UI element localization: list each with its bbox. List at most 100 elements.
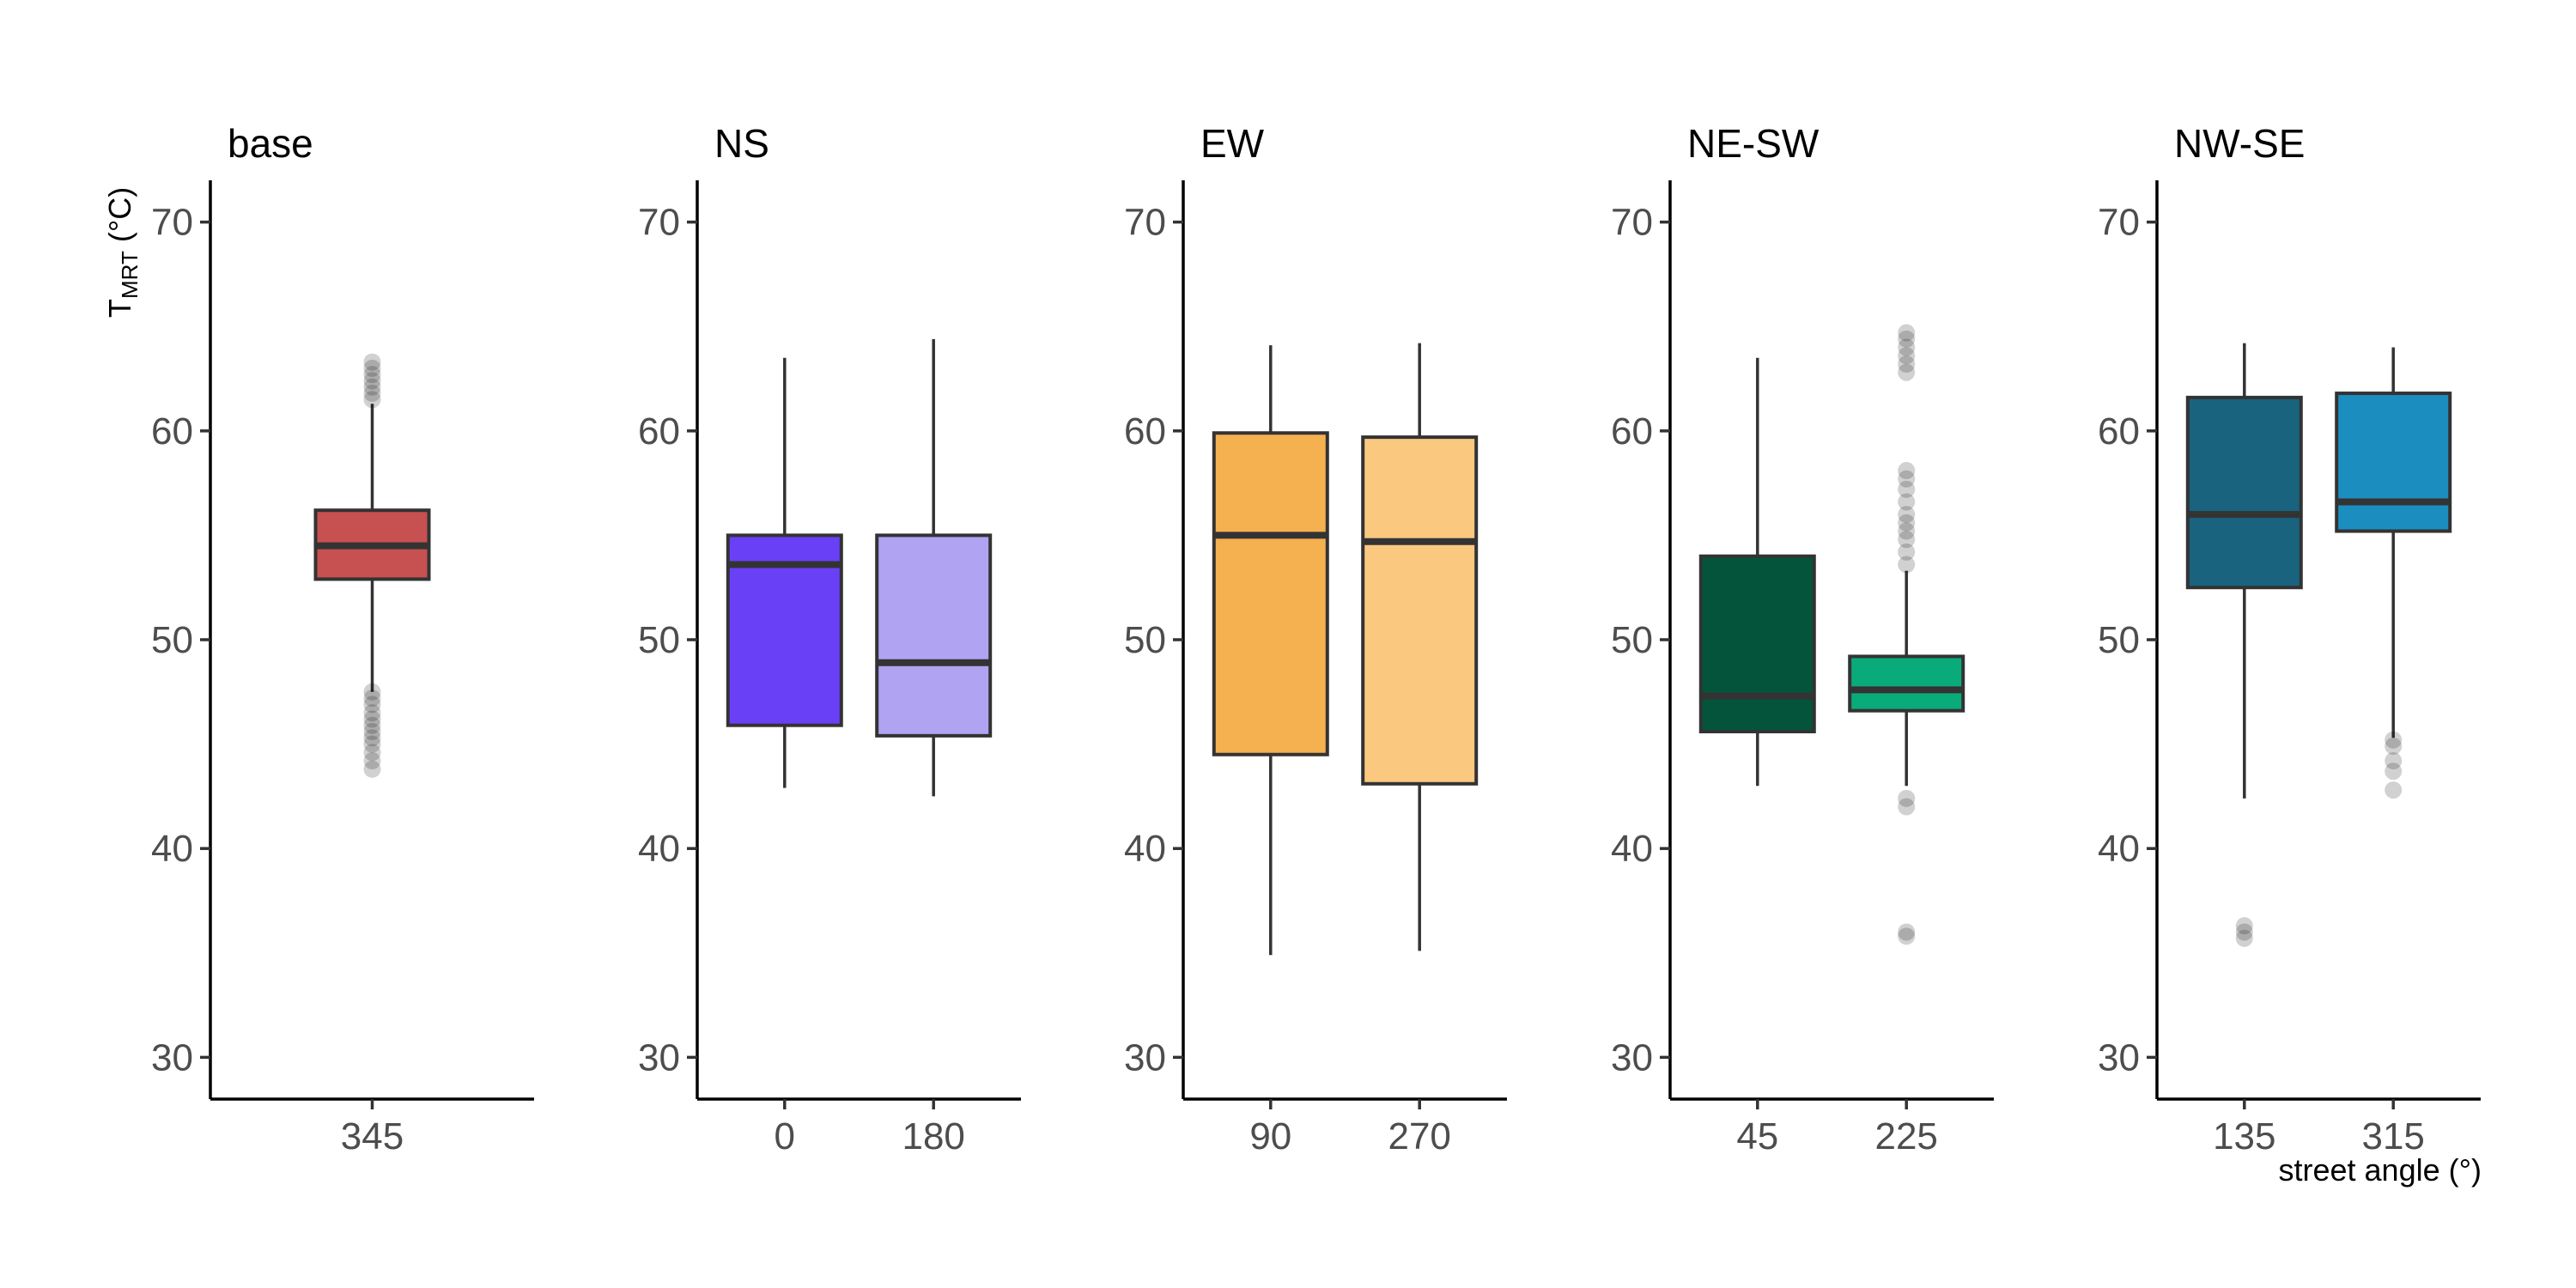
outlier-point <box>2385 738 2403 756</box>
y-tick-label: 40 <box>151 828 193 870</box>
outlier-point <box>2385 762 2403 781</box>
x-tick-label: 315 <box>2361 1115 2424 1157</box>
box-body <box>2335 392 2452 533</box>
y-axis-title-subscript: MRT <box>117 251 143 299</box>
y-axis-title: TMRT (°C) <box>102 187 143 318</box>
outlier-point <box>363 372 381 390</box>
y-tick-label: 40 <box>2098 828 2140 870</box>
x-tick-label: 270 <box>1388 1115 1450 1157</box>
y-tick-label: 30 <box>2098 1036 2140 1078</box>
outlier-point <box>1898 363 1916 381</box>
outlier-point <box>1898 324 1916 342</box>
box-body <box>1848 654 1965 713</box>
outlier-point <box>363 391 381 409</box>
outlier-point <box>2385 731 2403 749</box>
outlier-point <box>1898 556 1916 574</box>
outlier-point <box>363 359 381 377</box>
outlier-point <box>2235 917 2253 935</box>
outlier-point <box>1898 789 1916 807</box>
y-tick-label: 30 <box>1124 1036 1166 1078</box>
y-tick-label: 60 <box>1611 410 1653 453</box>
x-tick-label: 135 <box>2213 1115 2275 1157</box>
outlier-point <box>1898 480 1916 498</box>
box-315 <box>2335 347 2452 799</box>
outlier-point <box>363 752 381 770</box>
x-axis-title: street angle (°) <box>2279 1152 2482 1188</box>
outlier-point <box>1898 493 1916 511</box>
outlier-point <box>1898 355 1916 373</box>
y-tick-label: 50 <box>1124 619 1166 661</box>
box-180 <box>875 338 993 797</box>
box-45 <box>1698 357 1816 787</box>
x-tick-label: 45 <box>1736 1115 1778 1157</box>
x-tick-label: 225 <box>1874 1115 1937 1157</box>
box-225 <box>1848 324 1965 945</box>
panel-ew: EW 30 40 50 60 70 90 270 <box>1124 121 1507 1157</box>
box-body <box>875 533 993 738</box>
y-tick-label: 30 <box>151 1036 193 1078</box>
x-tick-label: 345 <box>341 1115 404 1157</box>
outlier-point <box>1898 798 1916 816</box>
outlier-point <box>363 744 381 762</box>
outlier-point <box>363 716 381 734</box>
y-tick-label: 50 <box>2098 619 2140 661</box>
outlier-point <box>363 760 381 778</box>
panel-title: NE-SW <box>1687 121 1820 166</box>
outlier-point <box>363 696 381 714</box>
outlier-point <box>363 385 381 403</box>
y-axis-title-unit: (°C) <box>102 187 137 251</box>
outlier-point <box>1898 522 1916 540</box>
panels-group: base 30 40 50 60 70 345 NS 30 40 50 60 70 0 180 EW 30 40 5… <box>151 121 2481 1157</box>
outlier-point <box>363 690 381 708</box>
panel-title: base <box>228 121 313 166</box>
y-tick-label: 60 <box>2098 410 2140 453</box>
outlier-point <box>363 704 381 722</box>
x-tick-label: 0 <box>775 1115 795 1157</box>
y-tick-label: 70 <box>638 202 680 244</box>
outlier-point <box>363 710 381 728</box>
outlier-point <box>363 378 381 396</box>
y-axis-title-main: T <box>102 299 137 318</box>
panel-title: NS <box>714 121 769 166</box>
panel-title: NW-SE <box>2174 121 2306 166</box>
box-body <box>2185 395 2303 590</box>
outlier-point <box>1898 506 1916 524</box>
outlier-point <box>1898 531 1916 549</box>
outlier-point <box>363 353 381 371</box>
y-tick-label: 70 <box>1124 202 1166 244</box>
outlier-point <box>363 723 381 740</box>
y-tick-label: 30 <box>1611 1036 1653 1078</box>
y-tick-label: 50 <box>1611 619 1653 661</box>
box-90 <box>1212 345 1329 956</box>
y-tick-label: 50 <box>151 619 193 661</box>
outlier-point <box>2385 752 2403 770</box>
outlier-point <box>1898 923 1916 941</box>
y-tick-label: 70 <box>2098 202 2140 244</box>
y-tick-label: 70 <box>151 202 193 244</box>
y-tick-label: 40 <box>638 828 680 870</box>
outlier-point <box>363 735 381 753</box>
outlier-point <box>1898 347 1916 365</box>
outlier-point <box>2385 781 2403 799</box>
box-body <box>1361 435 1479 786</box>
y-tick-label: 30 <box>638 1036 680 1078</box>
panel-ns: NS 30 40 50 60 70 0 180 <box>638 121 1021 1157</box>
outlier-point <box>1898 513 1916 532</box>
outlier-point <box>2235 923 2253 941</box>
y-tick-label: 60 <box>1124 410 1166 453</box>
y-tick-label: 40 <box>1124 828 1166 870</box>
outlier-point <box>363 366 381 384</box>
panel-title: EW <box>1200 121 1265 166</box>
panel-nw-se: NW-SE 30 40 50 60 70 135 315 <box>2098 121 2481 1157</box>
box-body <box>1212 431 1329 756</box>
outlier-point <box>2235 929 2253 947</box>
x-tick-label: 90 <box>1249 1115 1291 1157</box>
y-tick-label: 60 <box>638 410 680 453</box>
box-345 <box>313 353 431 778</box>
y-tick-label: 50 <box>638 619 680 661</box>
y-tick-label: 60 <box>151 410 193 453</box>
outlier-point <box>363 683 381 701</box>
outlier-point <box>363 729 381 747</box>
panel-base: base 30 40 50 60 70 345 <box>151 121 534 1157</box>
